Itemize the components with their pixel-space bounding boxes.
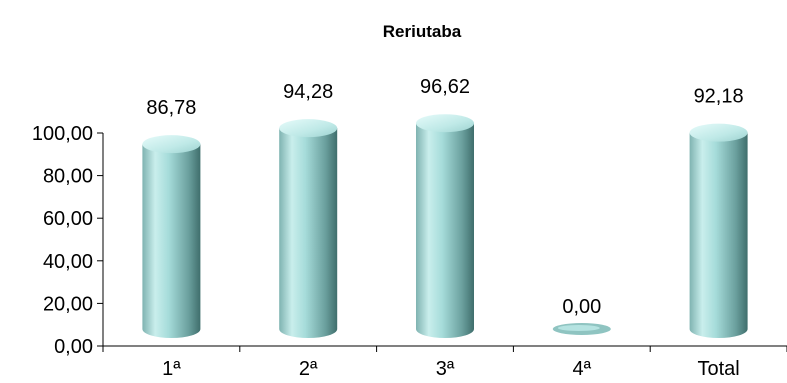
bar-top-cap: [689, 123, 748, 142]
y-tick-label: 20,00: [43, 293, 93, 315]
x-tick-label: 1ª: [162, 358, 181, 380]
x-axis: [102, 345, 787, 352]
x-tick-label: 4ª: [573, 358, 592, 380]
x-tick-label: 2ª: [299, 358, 318, 380]
data-label: 92,18: [694, 86, 744, 108]
bar-top-cap: [279, 119, 338, 138]
bar-0: [142, 135, 201, 338]
bar-body: [416, 123, 474, 338]
bar-body: [689, 132, 748, 338]
y-tick-label: 100,00: [32, 123, 93, 145]
bar-body: [279, 128, 338, 338]
bar-top-cap: [142, 135, 201, 154]
y-tick-label: 40,00: [43, 251, 93, 273]
bars: [142, 114, 748, 338]
y-tick-label: 60,00: [43, 208, 93, 230]
bar-1: [279, 119, 338, 338]
data-label: 0,00: [562, 296, 601, 318]
x-tick-label: Total: [697, 358, 739, 380]
y-tick-label: 80,00: [43, 166, 93, 188]
y-tick-label: 0,00: [54, 336, 93, 358]
bar-3: [552, 323, 611, 335]
bar-zero-highlight: [557, 325, 600, 331]
x-tick-label: 3ª: [436, 358, 455, 380]
data-label: 86,78: [146, 97, 196, 119]
data-label: 96,62: [420, 76, 470, 98]
data-labels: 86,78 94,28 96,62 0,00 92,18: [146, 76, 743, 318]
data-label: 94,28: [283, 81, 333, 103]
bar-4: [689, 123, 748, 338]
bar-2: [416, 114, 474, 338]
category-labels: 1ª 2ª 3ª 4ª Total: [162, 358, 740, 380]
chart-title: Reriutaba: [383, 22, 462, 41]
y-axis: 0,00 20,00 40,00 60,00 80,00 100,00: [32, 123, 104, 358]
bar-body: [142, 144, 201, 338]
bar-top-cap: [416, 114, 474, 133]
